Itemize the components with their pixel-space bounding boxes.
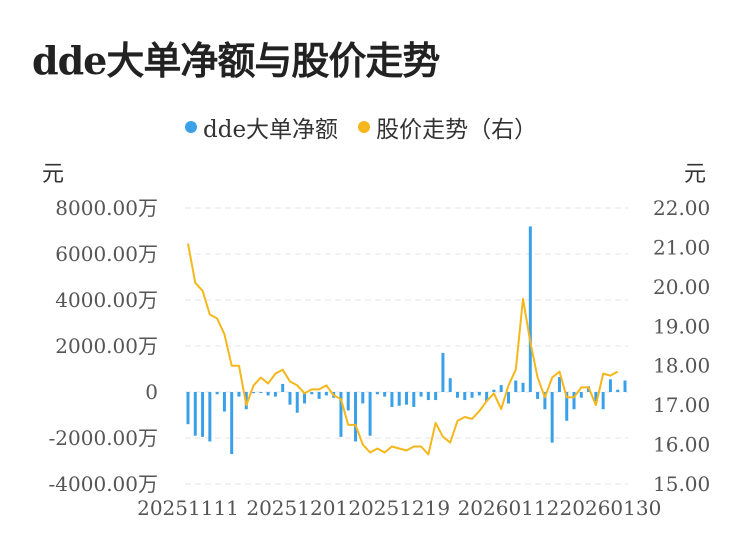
dde-bar xyxy=(383,392,387,397)
chart-title: dde大单净额与股价走势 xyxy=(32,38,440,83)
dde-bar xyxy=(485,392,489,402)
dde-bar xyxy=(368,392,372,436)
dde-bar xyxy=(492,389,496,392)
dde-bar xyxy=(572,392,576,410)
legend-label-dde: dde大单净额 xyxy=(203,117,339,143)
dde-bar xyxy=(354,392,358,442)
right-tick-label: 19.00 xyxy=(653,314,710,338)
dde-bar xyxy=(521,382,525,392)
dde-bar xyxy=(310,392,314,395)
dde-bar xyxy=(346,392,350,411)
dde-bar xyxy=(565,392,569,421)
dde-bar xyxy=(455,392,459,398)
price-line xyxy=(187,243,619,456)
dde-bar xyxy=(528,226,532,392)
dde-bar xyxy=(324,392,328,396)
dde-bar xyxy=(252,392,256,394)
dde-bar xyxy=(579,392,583,398)
x-tick-label: 20260112 xyxy=(458,496,560,520)
x-tick-label: 20260130 xyxy=(560,496,662,520)
dde-bar xyxy=(193,392,197,436)
dde-bar xyxy=(550,392,554,443)
dde-bar xyxy=(222,392,226,412)
dde-bar xyxy=(463,392,467,401)
dde-bar xyxy=(186,392,190,425)
legend-dot-dde xyxy=(185,121,197,133)
dde-bar xyxy=(470,392,474,398)
dde-bar xyxy=(303,392,307,404)
dde-bar xyxy=(259,392,263,393)
legend-label-price: 股价走势（右） xyxy=(376,117,538,143)
dde-bar xyxy=(601,392,605,410)
left-axis-unit: 元 xyxy=(42,162,65,187)
dde-bar xyxy=(616,389,620,392)
right-tick-label: 17.00 xyxy=(653,393,710,417)
dde-bar xyxy=(230,392,234,455)
dde-bar xyxy=(295,392,299,413)
x-tick-label: 20251111 xyxy=(137,496,239,520)
right-tick-label: 16.00 xyxy=(653,433,710,457)
dde-bar xyxy=(405,392,408,405)
right-tick-label: 22.00 xyxy=(653,196,710,220)
left-tick-label: 4000.00万 xyxy=(55,288,158,312)
x-tick-label: 20251201 xyxy=(246,496,348,520)
dde-bar xyxy=(426,392,430,401)
dde-bar xyxy=(434,392,438,401)
dde-bar xyxy=(499,385,503,392)
left-tick-label: 0 xyxy=(145,380,158,404)
legend-item-dde[interactable]: dde大单净额 xyxy=(185,110,338,144)
right-tick-label: 20.00 xyxy=(653,275,710,299)
dde-bar xyxy=(273,392,277,397)
dde-bar xyxy=(543,392,547,410)
right-tick-label: 18.00 xyxy=(653,354,710,378)
dde-bar xyxy=(448,378,452,392)
legend-dot-price xyxy=(358,121,371,133)
dde-bar xyxy=(339,392,343,437)
left-tick-label: 2000.00万 xyxy=(55,334,158,358)
right-tick-label: 21.00 xyxy=(653,235,710,259)
left-tick-label: 6000.00万 xyxy=(55,242,158,266)
left-tick-label: -4000.00万 xyxy=(49,472,158,496)
dde-bar xyxy=(237,392,241,397)
dde-bar xyxy=(281,383,285,392)
dde-bar xyxy=(208,392,212,442)
dde-bar xyxy=(266,392,270,396)
dde-bar xyxy=(557,377,561,392)
dde-bar xyxy=(390,392,394,407)
left-tick-label: 8000.00万 xyxy=(55,196,158,220)
x-tick-label: 20251219 xyxy=(348,496,450,520)
dde-bar xyxy=(419,392,423,397)
dde-bar xyxy=(412,392,416,407)
dde-bar xyxy=(215,392,219,395)
legend-item-price[interactable]: 股价走势（右） xyxy=(358,110,537,144)
dde-bar xyxy=(608,379,612,392)
dde-bar xyxy=(441,352,445,392)
dde-bar xyxy=(201,392,205,437)
dde-bar xyxy=(361,392,365,404)
dde-bar xyxy=(594,392,598,402)
legend: dde大单净额 股价走势（右） xyxy=(185,110,537,144)
dde-bar xyxy=(477,392,481,396)
dde-bar xyxy=(288,392,292,405)
dde-bar xyxy=(397,392,401,406)
dde-bar xyxy=(536,392,540,399)
dde-bar xyxy=(514,380,518,392)
left-tick-label: -2000.00万 xyxy=(49,426,158,450)
dde-bar xyxy=(506,392,510,404)
dde-bar xyxy=(375,392,379,395)
dde-bar xyxy=(317,392,321,399)
dde-bar xyxy=(623,380,627,392)
right-axis-unit: 元 xyxy=(684,162,707,187)
right-tick-label: 15.00 xyxy=(653,472,710,496)
